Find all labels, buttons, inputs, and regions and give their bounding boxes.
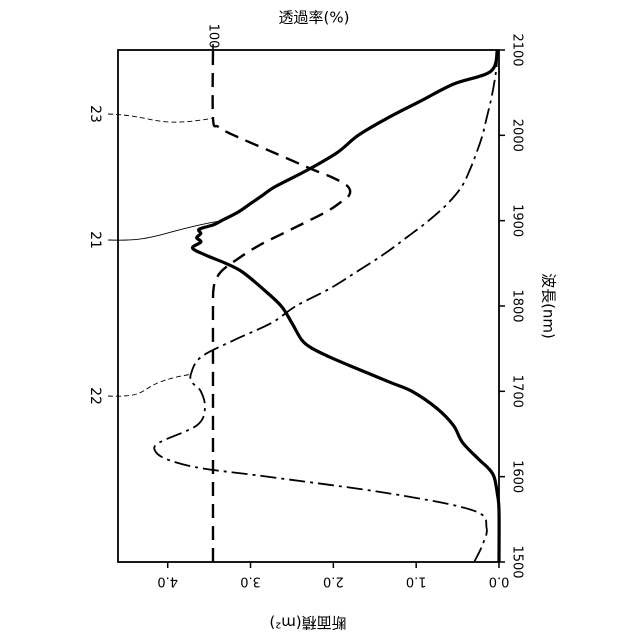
- cross-section-tick-label: 0.0: [489, 574, 510, 589]
- leader-line-22: [108, 374, 191, 396]
- wavelength-tick-label: 1600: [510, 460, 525, 493]
- refs-layer: 21 22 23: [87, 105, 103, 405]
- cross-section-tick-label: 2.0: [323, 574, 344, 589]
- leader-line-23: [108, 114, 213, 122]
- transmittance-axis-label: 透過率(%): [279, 9, 350, 27]
- wavelength-tick-label: 1700: [510, 375, 525, 408]
- series-21-line: [192, 50, 499, 562]
- reference-numeral-21: 21: [87, 231, 103, 249]
- wavelength-tick-label: 1900: [510, 204, 525, 237]
- series-22-line: [154, 50, 497, 562]
- reference-numeral-22: 22: [87, 387, 103, 405]
- series-layer: [154, 50, 499, 562]
- cross-section-tick-label: 1.0: [406, 574, 427, 589]
- transmittance-tick-label: 100: [206, 24, 221, 49]
- cross-section-tick-label: 4.0: [157, 574, 178, 589]
- wavelength-tick-label: 2000: [510, 119, 525, 152]
- reference-numeral-23: 23: [87, 105, 103, 123]
- wavelength-tick-label: 1800: [510, 289, 525, 322]
- leader-line-21: [108, 221, 222, 241]
- cross-section-tick-label: 3.0: [240, 574, 261, 589]
- cross-section-axis-label: 断面積(m²): [269, 614, 346, 632]
- plot-frame: [118, 50, 499, 562]
- wavelength-axis-label: 波長(nm): [540, 273, 558, 339]
- wavelength-tick-label: 1500: [510, 545, 525, 578]
- wavelength-tick-label: 2100: [510, 33, 525, 66]
